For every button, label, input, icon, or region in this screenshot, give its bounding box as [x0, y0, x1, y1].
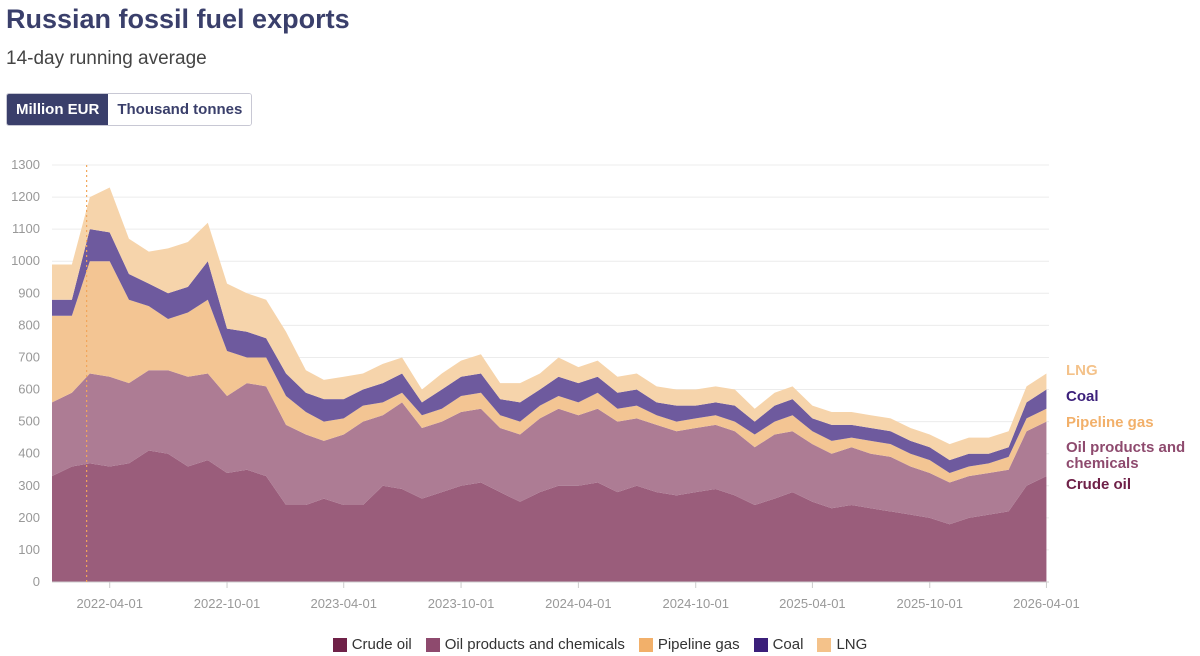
y-tick-label: 1200	[11, 189, 40, 204]
area-coal	[52, 229, 1047, 473]
unit-toggle: Million EUR Thousand tonnes	[6, 93, 253, 126]
legend-swatch	[425, 637, 440, 652]
y-tick-label: 600	[18, 382, 40, 397]
legend-swatch	[817, 637, 832, 652]
legend-label: Coal	[772, 636, 804, 653]
legend-label: Pipeline gas	[657, 636, 740, 653]
area-lng	[52, 187, 1047, 461]
legend-label: LNG	[836, 636, 868, 653]
x-tick-label: 2025-10-01	[896, 596, 963, 611]
legend-swatch	[753, 637, 768, 652]
area-oil-products-and-chemicals	[52, 370, 1047, 525]
y-tick-label: 200	[18, 510, 40, 525]
y-tick-label: 700	[18, 349, 40, 364]
series-end-label: Pipeline gas	[1066, 414, 1154, 431]
area-crude-oil	[52, 450, 1047, 582]
legend-item-oil-products[interactable]: Oil products and chemicals	[425, 636, 625, 653]
page-title: Russian fossil fuel exports	[6, 4, 350, 34]
area-pipeline-gas	[52, 261, 1047, 483]
million-eur-button[interactable]: Million EUR	[7, 94, 109, 125]
x-tick-label: 2022-10-01	[194, 596, 261, 611]
y-tick-label: 400	[18, 446, 40, 461]
y-tick-label: 100	[18, 542, 40, 557]
legend-swatch	[638, 637, 653, 652]
legend-label: Oil products and chemicals	[444, 636, 625, 653]
series-end-label: chemicals	[1066, 455, 1139, 472]
y-tick-label: 800	[18, 317, 40, 332]
y-tick-label: 1000	[11, 253, 40, 268]
page-subtitle: 14-day running average	[6, 48, 207, 69]
thousand-tonnes-button[interactable]: Thousand tonnes	[108, 94, 252, 125]
legend: Crude oil Oil products and chemicals Pip…	[0, 636, 1200, 653]
y-tick-label: 300	[18, 478, 40, 493]
legend-label: Crude oil	[351, 636, 412, 653]
series-end-label: Crude oil	[1066, 476, 1131, 493]
legend-item-coal[interactable]: Coal	[753, 636, 804, 653]
x-tick-label: 2024-04-01	[545, 596, 612, 611]
legend-item-crude-oil[interactable]: Crude oil	[332, 636, 412, 653]
x-tick-label: 2022-04-01	[76, 596, 143, 611]
x-tick-label: 2023-04-01	[310, 596, 377, 611]
y-tick-label: 500	[18, 414, 40, 429]
y-tick-label: 0	[33, 574, 40, 589]
x-tick-label: 2023-10-01	[428, 596, 495, 611]
x-tick-label: 2026-04-01	[1013, 596, 1080, 611]
series-end-label: Oil products and	[1066, 439, 1185, 456]
series-end-label: Coal	[1066, 388, 1099, 405]
x-tick-label: 2025-04-01	[779, 596, 846, 611]
legend-item-lng[interactable]: LNG	[817, 636, 867, 653]
stacked-area-chart: 0 100 200 300 400 500 600 700 800 900 1000 1100 1200…	[11, 157, 1185, 611]
series-end-label: LNG	[1066, 362, 1098, 379]
legend-item-pipeline-gas[interactable]: Pipeline gas	[638, 636, 740, 653]
y-tick-label: 1100	[12, 221, 40, 236]
x-tick-label: 2024-10-01	[662, 596, 729, 611]
legend-swatch	[332, 637, 347, 652]
y-tick-label: 900	[18, 285, 40, 300]
y-tick-label: 1300	[11, 157, 40, 172]
